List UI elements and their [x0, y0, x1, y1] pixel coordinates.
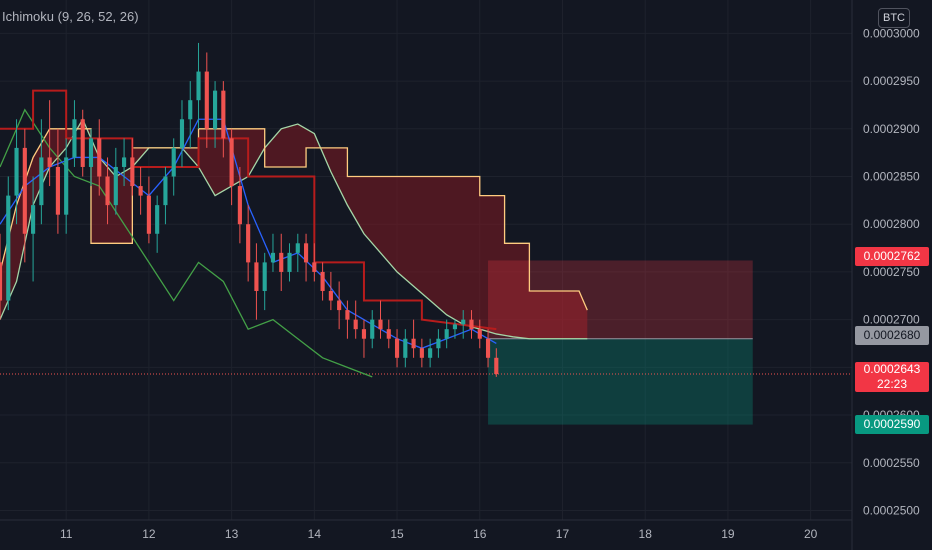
candle-body — [312, 262, 317, 272]
candle-body — [22, 147, 27, 234]
stop-price-tag: 0.0002762 — [855, 247, 929, 266]
y-tick-label: 0.0002950 — [863, 74, 920, 88]
candle-body — [163, 176, 168, 206]
candle-body — [179, 119, 185, 148]
candle-body — [345, 310, 350, 320]
candle-body — [229, 138, 234, 187]
candle-body — [14, 147, 19, 196]
candle-body — [155, 205, 160, 234]
currency-badge[interactable]: BTC — [878, 8, 910, 28]
candle-body — [64, 157, 69, 215]
x-tick-label: 11 — [60, 527, 73, 541]
last-price-tag: 0.0002643 22:23 — [855, 362, 929, 392]
candle-body — [328, 291, 333, 301]
x-tick-label: 13 — [225, 527, 239, 541]
candle-body — [262, 262, 267, 292]
y-tick-label: 0.0002500 — [863, 503, 920, 517]
cloud-fill — [0, 119, 588, 339]
candle-body — [196, 71, 201, 101]
y-tick-label: 0.0003000 — [863, 26, 920, 40]
candle-body — [452, 324, 458, 330]
candle-body — [403, 338, 408, 358]
take-profit-zone — [488, 338, 753, 425]
candle-body — [353, 319, 358, 330]
candle-body — [113, 166, 118, 206]
candle-body — [461, 319, 466, 325]
candle-body — [477, 329, 482, 339]
x-tick-label: 20 — [804, 527, 818, 541]
x-tick-label: 15 — [390, 527, 404, 541]
candle-body — [47, 157, 52, 167]
candle-body — [494, 357, 499, 375]
candle-body — [55, 166, 60, 215]
candle-body — [386, 329, 391, 339]
candle-body — [39, 157, 44, 206]
candle-body — [419, 348, 424, 358]
y-tick-label: 0.0002900 — [863, 122, 920, 136]
candle-body — [295, 243, 300, 253]
candle-body — [0, 262, 3, 301]
candle-body — [138, 186, 143, 196]
candle-body — [6, 195, 11, 301]
candle-body — [469, 319, 474, 330]
candles — [0, 42, 499, 377]
y-tick-label: 0.0002850 — [863, 170, 920, 184]
bar-countdown: 22:23 — [876, 377, 908, 391]
candle-body — [320, 271, 325, 292]
candle-body — [411, 338, 416, 349]
candle-body — [246, 224, 251, 263]
short-position-tool[interactable] — [488, 260, 753, 425]
candle-body — [361, 329, 367, 339]
y-tick-label: 0.0002800 — [863, 217, 920, 231]
y-tick-label: 0.0002550 — [863, 456, 920, 470]
candle-body — [237, 186, 242, 225]
candle-body — [444, 329, 449, 339]
candle-body — [270, 252, 276, 263]
candle-body — [213, 90, 218, 129]
candle-body — [303, 243, 309, 263]
candle-body — [436, 338, 441, 349]
candle-body — [171, 147, 176, 177]
entry-price-tag: 0.0002680 — [855, 326, 929, 345]
candle-body — [221, 90, 226, 139]
x-tick-label: 14 — [308, 527, 322, 541]
candle-body — [279, 252, 284, 272]
target-price-tag: 0.0002590 — [855, 415, 929, 434]
stop-loss-zone — [488, 260, 753, 339]
candle-body — [337, 300, 342, 311]
candle-body — [122, 157, 127, 167]
x-tick-label: 18 — [639, 527, 653, 541]
candle-body — [378, 319, 383, 330]
candle-body — [146, 195, 151, 234]
candle-body — [130, 157, 135, 187]
candle-body — [72, 119, 77, 158]
last-price-value: 0.0002643 — [863, 362, 921, 376]
candle-body — [105, 176, 110, 206]
candle-body — [80, 119, 85, 167]
indicator-label[interactable]: Ichimoku (9, 26, 52, 26) — [2, 9, 139, 24]
candle-body — [97, 138, 102, 177]
candle-body — [428, 348, 433, 358]
candle-body — [88, 138, 94, 167]
candle-body — [254, 262, 259, 292]
candle-body — [188, 100, 193, 120]
ichimoku-cloud — [0, 119, 588, 339]
y-tick-label: 0.0002750 — [863, 265, 920, 279]
candle-body — [287, 252, 292, 272]
x-tick-label: 17 — [556, 527, 570, 541]
candle-body — [204, 71, 209, 129]
y-tick-label: 0.0002700 — [863, 313, 920, 327]
candle-body — [485, 338, 491, 358]
candle-body — [31, 205, 36, 234]
x-tick-label: 12 — [142, 527, 156, 541]
x-tick-label: 19 — [721, 527, 735, 541]
candle-body — [370, 319, 375, 339]
candle-body — [394, 338, 400, 358]
x-tick-label: 16 — [473, 527, 487, 541]
